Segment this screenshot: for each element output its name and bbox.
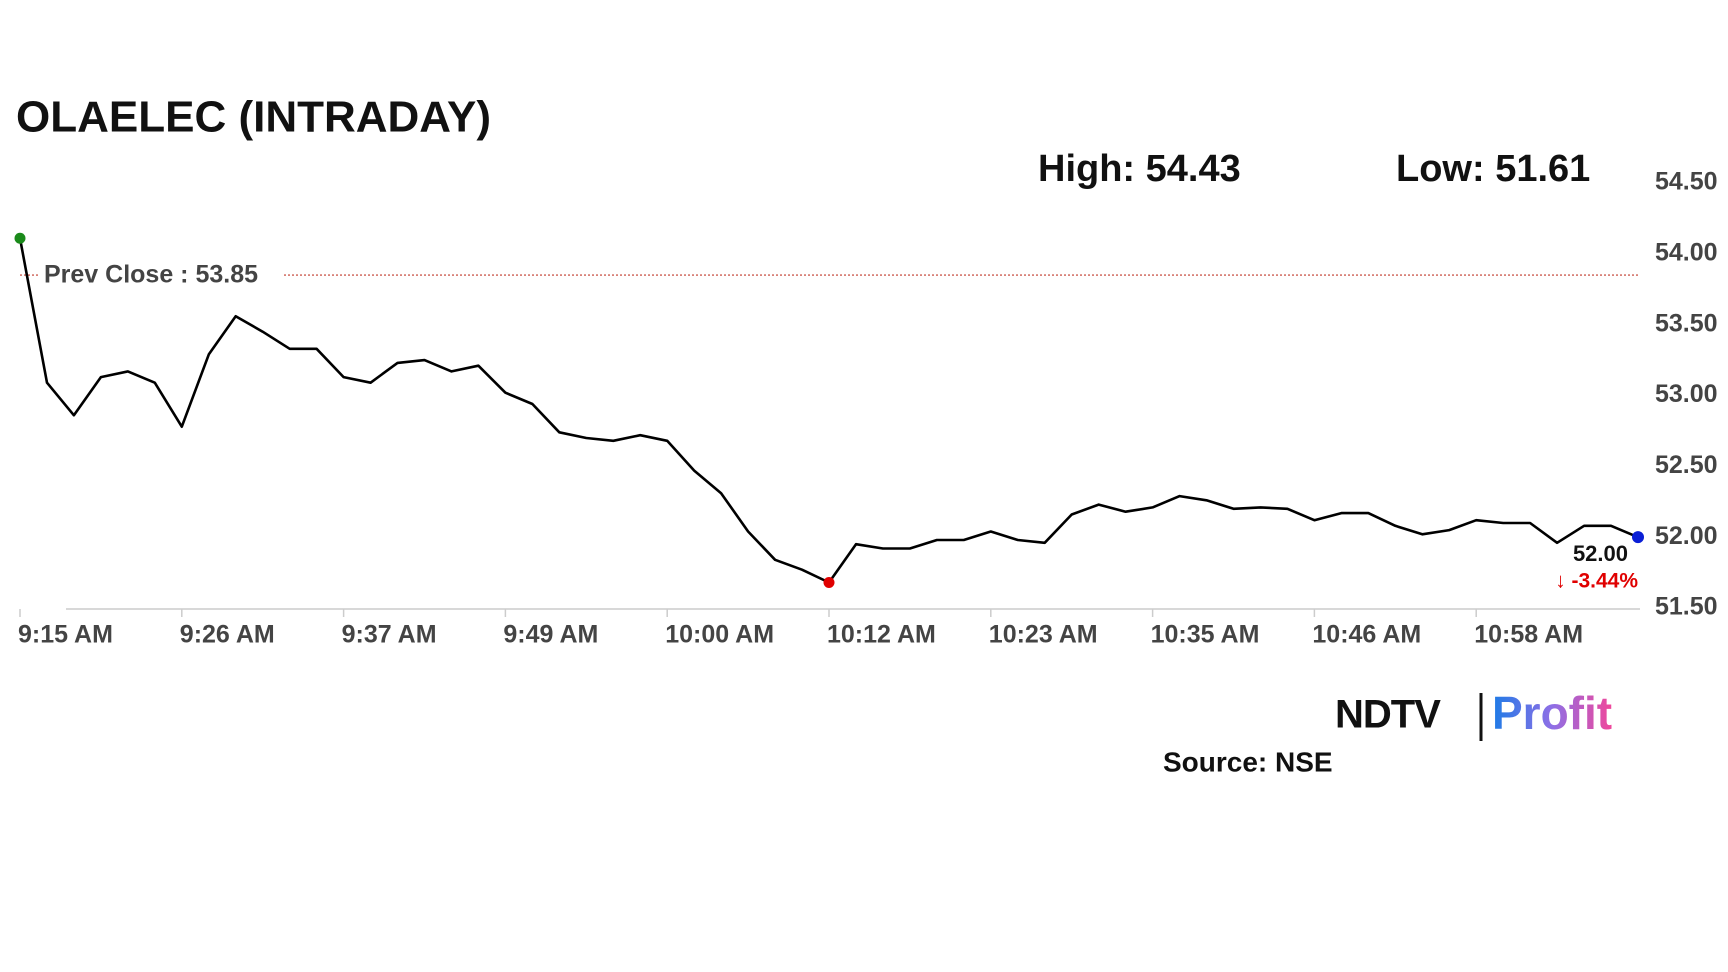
high-annotation: High: 54.43 (1038, 148, 1241, 190)
y-tick-label: 54.00 (1655, 238, 1718, 266)
x-tick-label: 10:23 AM (989, 621, 1098, 649)
start-dot (14, 232, 26, 244)
change-label: ↓ -3.44% (1555, 570, 1638, 593)
x-tick-label: 10:58 AM (1474, 621, 1583, 649)
logo-profit: Profit (1492, 687, 1612, 739)
y-tick-label: 54.50 (1655, 168, 1718, 196)
x-tick-label: 9:37 AM (342, 621, 437, 649)
prev-close-label: Prev Close : 53.85 (44, 261, 258, 289)
x-tick-label: 9:26 AM (180, 621, 275, 649)
x-tick-label: 10:00 AM (665, 621, 774, 649)
low-dot (823, 577, 835, 588)
y-tick-label: 51.50 (1655, 593, 1718, 621)
chart-title: OLAELEC (INTRADAY) (16, 93, 491, 142)
x-tick-label: 9:15 AM (18, 621, 113, 649)
last-price-label: 52.00 (1573, 541, 1628, 566)
source-note: Source: NSE (1163, 746, 1333, 777)
x-tick-label: 10:12 AM (827, 621, 936, 649)
y-tick-label: 52.00 (1655, 522, 1718, 550)
y-tick-label: 53.00 (1655, 380, 1718, 408)
logo-ndtv: NDTV (1335, 693, 1441, 737)
prev-close-bg (38, 259, 282, 292)
x-tick-label: 9:49 AM (503, 621, 598, 649)
x-tick-label: 10:46 AM (1312, 621, 1421, 649)
x-tick-label: 10:35 AM (1151, 621, 1260, 649)
low-annotation: Low: 51.61 (1396, 148, 1590, 190)
y-tick-label: 52.50 (1655, 451, 1718, 479)
end-dot (1632, 531, 1644, 544)
y-tick-label: 53.50 (1655, 309, 1718, 337)
